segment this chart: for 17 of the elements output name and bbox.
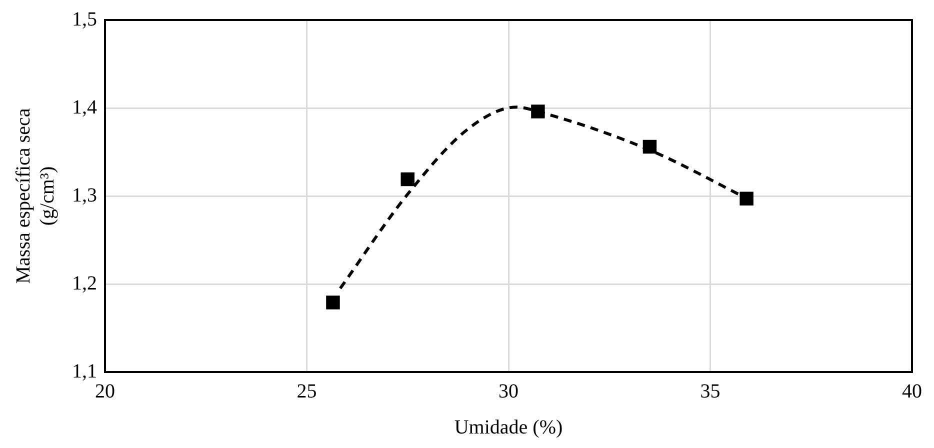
x-tick-label: 30	[498, 380, 518, 402]
point	[740, 192, 754, 206]
y-tick-label: 1,5	[72, 8, 97, 30]
x-tick-label: 35	[700, 380, 720, 402]
y-tick-label: 1,4	[72, 96, 97, 118]
y-tick-label: 1,1	[72, 360, 97, 382]
x-tick-label: 20	[95, 380, 115, 402]
point	[642, 140, 657, 154]
x-tick-label: 40	[902, 380, 922, 402]
x-tick-label: 25	[296, 380, 317, 402]
y-axis-title: Massa específica seca (g/cm³)	[12, 108, 58, 284]
point	[400, 172, 414, 186]
point	[531, 104, 545, 118]
y-tick-label: 1,2	[72, 272, 97, 294]
point	[326, 296, 340, 310]
x-axis-title: Umidade (%)	[454, 416, 563, 438]
y-tick-label: 1,3	[72, 184, 97, 206]
